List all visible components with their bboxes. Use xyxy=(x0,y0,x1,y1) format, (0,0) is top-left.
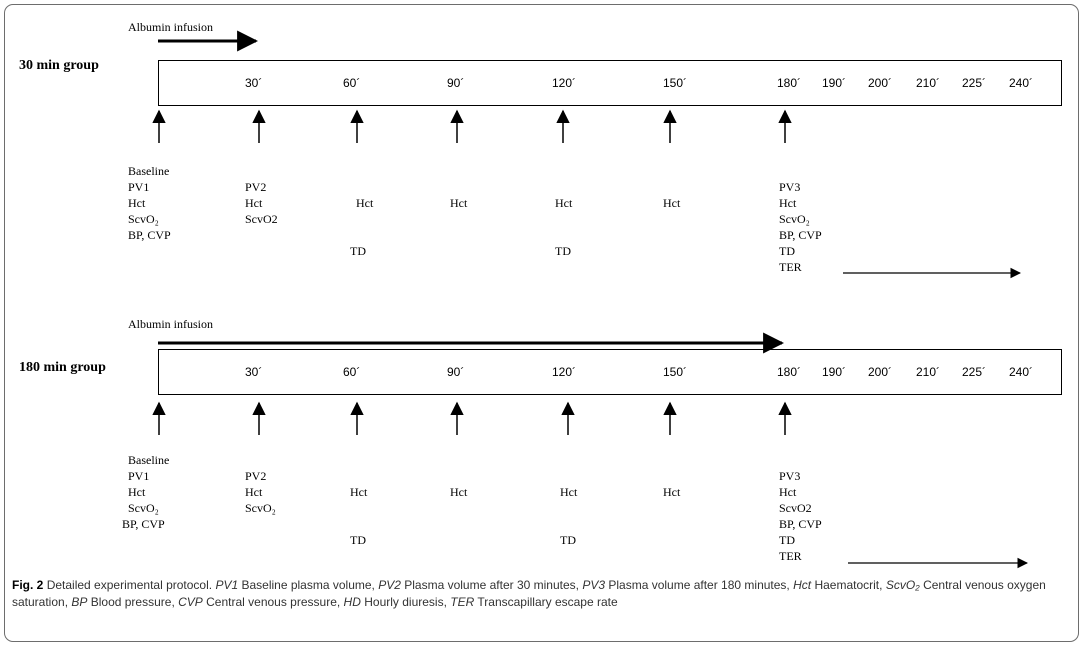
measure-col-baseline-180: Baseline PV1 Hct ScvO₂ BP, CVP xyxy=(122,453,170,531)
measure-col-180-180: PV3 Hct ScvO2 BP, CVP TD TER xyxy=(779,469,822,563)
measure-col-baseline-30: Baseline PV1 Hct ScvO₂ BP, CVP xyxy=(128,164,171,242)
figure-title: Detailed experimental protocol. xyxy=(46,578,213,592)
timeline-box-180 xyxy=(158,349,1062,395)
abbr-term: Hct xyxy=(793,578,812,592)
time-arrows-30 xyxy=(152,109,792,143)
tick-30: 30´ xyxy=(245,76,263,90)
measure-td-60-30: TD xyxy=(350,244,366,258)
abbreviation-list: PV1 Baseline plasma volume, PV2 Plasma v… xyxy=(12,578,1046,609)
tick-90: 90´ xyxy=(447,365,465,379)
tick-210: 210´ xyxy=(916,76,941,90)
abbr-term: PV1 xyxy=(215,578,239,592)
measure-td-60-180: TD xyxy=(350,533,366,547)
abbr-definition: Plasma volume after 30 minutes, xyxy=(400,578,583,592)
measure-hct-120-180: Hct xyxy=(560,485,578,499)
tick-190: 190´ xyxy=(822,365,847,379)
tick-90: 90´ xyxy=(447,76,465,90)
abbr-term: ScvO₂ xyxy=(885,578,920,592)
tick-200: 200´ xyxy=(868,365,893,379)
tick-150: 150´ xyxy=(663,365,688,379)
measure-hct-150-180: Hct xyxy=(663,485,681,499)
measure-hct-120-30: Hct xyxy=(555,196,573,210)
abbr-term: CVP xyxy=(178,595,203,609)
figure-caption: Fig. 2 Detailed experimental protocol. P… xyxy=(12,577,1062,611)
measure-col-30-30: PV2 Hct ScvO2 xyxy=(245,180,278,226)
tick-60: 60´ xyxy=(343,365,361,379)
tick-120: 120´ xyxy=(552,365,577,379)
measure-td-120-180: TD xyxy=(560,533,576,547)
measure-hct-90-180: Hct xyxy=(450,485,468,499)
abbr-term: TER xyxy=(450,595,475,609)
abbr-definition: Haematocrit, xyxy=(811,578,886,592)
tick-120: 120´ xyxy=(552,76,577,90)
measure-hct-60-30: Hct xyxy=(356,196,374,210)
abbr-term: PV3 xyxy=(582,578,606,592)
infusion-label-30: Albumin infusion xyxy=(128,20,214,34)
measure-col-30-180: PV2 Hct ScvO₂ xyxy=(245,469,276,515)
tick-240: 240´ xyxy=(1009,76,1034,90)
abbr-definition: Central venous pressure, xyxy=(202,595,344,609)
tick-225: 225´ xyxy=(962,76,987,90)
measure-col-180-30: PV3 Hct ScvO₂ BP, CVP TD TER xyxy=(779,180,822,274)
abbr-definition: Hourly diuresis, xyxy=(360,595,451,609)
measure-td-120-30: TD xyxy=(555,244,571,258)
abbr-term: PV2 xyxy=(378,578,401,592)
abbr-term: HD xyxy=(343,595,361,609)
abbr-term: BP xyxy=(71,595,88,609)
abbr-definition: Plasma volume after 180 minutes, xyxy=(605,578,794,592)
tick-225: 225´ xyxy=(962,365,987,379)
figure-label: Fig. 2 xyxy=(12,578,44,592)
tick-60: 60´ xyxy=(343,76,361,90)
group-title-30: 30 min group xyxy=(19,58,99,73)
group-title-180: 180 min group xyxy=(19,360,106,375)
tick-150: 150´ xyxy=(663,76,688,90)
tick-180: 180´ xyxy=(777,365,802,379)
tick-210: 210´ xyxy=(916,365,941,379)
infusion-label-180: Albumin infusion xyxy=(128,317,214,331)
measure-hct-60-180: Hct xyxy=(350,485,368,499)
abbr-definition: Central venous oxygen saturation, xyxy=(12,578,1046,609)
abbr-definition: Transcapillary escape rate xyxy=(474,595,618,609)
tick-180: 180´ xyxy=(777,76,802,90)
abbr-definition: Baseline plasma volume, xyxy=(238,578,379,592)
tick-240: 240´ xyxy=(1009,365,1034,379)
tick-30: 30´ xyxy=(245,365,263,379)
time-arrows-180 xyxy=(152,401,792,435)
tick-190: 190´ xyxy=(822,76,847,90)
abbr-definition: Blood pressure, xyxy=(87,595,179,609)
measure-hct-150-30: Hct xyxy=(663,196,681,210)
figure-frame xyxy=(4,4,1079,642)
tick-200: 200´ xyxy=(868,76,893,90)
timeline-box-30 xyxy=(158,60,1062,106)
measure-hct-90-30: Hct xyxy=(450,196,468,210)
